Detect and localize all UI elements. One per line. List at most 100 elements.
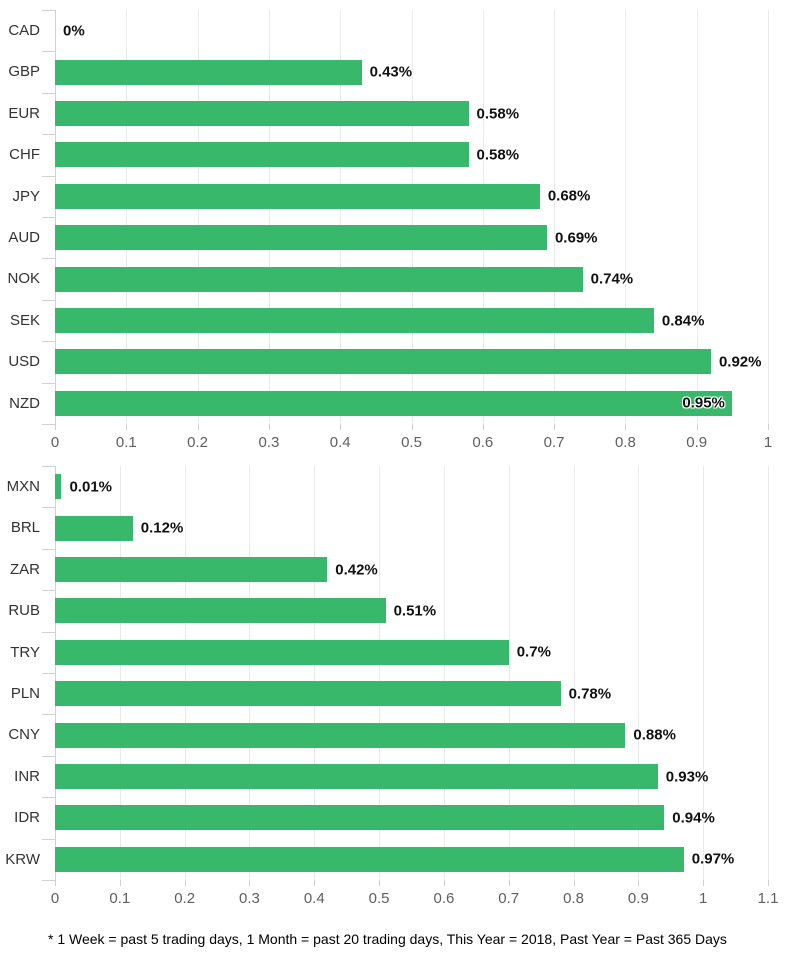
category-tick: [42, 673, 55, 674]
bar-jpy: [55, 183, 540, 209]
gridline: [573, 466, 575, 880]
gridline: [126, 10, 128, 424]
value-label-chf: 0.58%: [476, 146, 520, 164]
bar-mxn: [55, 474, 62, 500]
x-axis-tick: [126, 424, 128, 430]
category-tick: [42, 424, 55, 425]
category-tick: [42, 507, 55, 509]
x-axis-tick-label: 0.9: [686, 434, 708, 451]
category-label-sek: SEK: [9, 311, 40, 329]
value-label-inr: 0.93%: [665, 768, 709, 785]
category-tick: [42, 797, 55, 799]
category-label-rub: RUB: [8, 602, 40, 620]
bar-rub: [55, 598, 386, 624]
category-label-cny: CNY: [8, 726, 40, 744]
value-label-aud: 0.69%: [554, 229, 598, 247]
x-axis-tick-label: 1: [699, 890, 708, 907]
value-label-try: 0.7%: [516, 643, 551, 661]
x-axis-tick-label: 0.3: [239, 890, 260, 907]
bar-chf: [55, 142, 469, 168]
category-label-inr: INR: [14, 767, 40, 785]
category-label-brl: BRL: [10, 519, 40, 537]
gridline: [119, 466, 121, 880]
value-label-sek: 0.84%: [661, 312, 705, 329]
gridline: [482, 10, 484, 424]
category-tick: [42, 92, 55, 94]
value-label-mxn: 0.01%: [69, 478, 113, 496]
category-label-mxn: MXN: [6, 478, 40, 495]
value-label-cad: 0%: [63, 22, 85, 40]
category-label-zar: ZAR: [10, 560, 40, 578]
x-axis-tick-label: 0.5: [401, 434, 422, 451]
category-tick: [42, 838, 55, 840]
bar-aud: [55, 225, 547, 251]
bar-inr: [55, 764, 658, 789]
x-axis-tick: [411, 424, 413, 430]
x-axis-tick: [696, 424, 698, 430]
x-axis-tick-label: 0.4: [329, 434, 351, 451]
value-label-usd: 0.92%: [718, 353, 762, 371]
x-axis-tick-label: 0.2: [187, 434, 209, 451]
x-axis-tick-label: 0.2: [174, 890, 196, 907]
gridline: [554, 10, 556, 424]
x-axis-tick: [184, 880, 186, 886]
chart-major-currencies: 0 0.1 0.2 0.3 0.4 0.5 0.6 0.7 0.8 0.9 1 CAD 0% GBP 0.4…: [0, 0, 800, 456]
x-axis-tick: [197, 424, 199, 430]
gridline: [768, 10, 769, 424]
gridline: [314, 466, 316, 880]
y-axis-line: [55, 466, 56, 880]
x-axis-tick: [55, 424, 56, 430]
bar-nzd: [55, 390, 733, 416]
x-axis-tick: [55, 880, 56, 886]
x-axis-tick-label: 0.4: [303, 890, 325, 907]
bar-krw: [55, 846, 684, 872]
value-label-gbp: 0.43%: [369, 63, 413, 81]
x-axis-tick-label: 0.9: [627, 890, 649, 907]
category-tick: [42, 548, 55, 550]
x-axis-tick: [768, 880, 769, 886]
category-tick: [42, 590, 55, 592]
category-label-gbp: GBP: [8, 63, 40, 81]
value-label-nzd: 0.95%: [682, 394, 725, 412]
x-axis-tick: [249, 880, 251, 886]
gridline: [443, 466, 445, 880]
category-label-idr: IDR: [14, 809, 40, 827]
category-tick: [42, 51, 55, 53]
x-axis-tick-label: 0.8: [614, 434, 636, 451]
category-tick: [42, 880, 55, 881]
bar-brl: [55, 515, 133, 541]
bar-eur: [55, 101, 469, 126]
category-label-nzd: NZD: [9, 394, 40, 412]
x-axis-tick: [379, 880, 381, 886]
gridline: [268, 10, 270, 424]
x-axis-tick: [554, 424, 556, 430]
category-label-eur: EUR: [8, 104, 40, 122]
category-label-chf: CHF: [9, 146, 40, 164]
value-label-eur: 0.58%: [476, 105, 520, 122]
gridline: [638, 466, 640, 880]
value-label-brl: 0.12%: [140, 519, 184, 537]
value-label-nok: 0.74%: [590, 270, 634, 288]
gridline: [379, 466, 381, 880]
category-tick: [42, 341, 55, 343]
gridline: [197, 10, 199, 424]
x-axis-tick: [314, 880, 316, 886]
category-tick: [42, 217, 55, 218]
x-axis-tick-label: 0.1: [109, 890, 131, 907]
value-label-cny: 0.88%: [633, 726, 676, 744]
gridline: [340, 10, 342, 424]
value-label-rub: 0.51%: [393, 602, 437, 620]
value-label-idr: 0.94%: [672, 809, 715, 827]
gridline: [508, 466, 510, 880]
value-label-zar: 0.42%: [335, 561, 378, 578]
x-axis-tick-label: 1.1: [757, 890, 779, 907]
bar-sek: [55, 308, 654, 333]
bar-idr: [55, 805, 665, 831]
bar-pln: [55, 681, 561, 707]
x-axis-tick: [625, 424, 627, 430]
x-axis-tick: [768, 424, 769, 430]
category-label-krw: KRW: [5, 850, 40, 868]
category-label-pln: PLN: [10, 685, 40, 702]
gridline: [696, 10, 698, 424]
